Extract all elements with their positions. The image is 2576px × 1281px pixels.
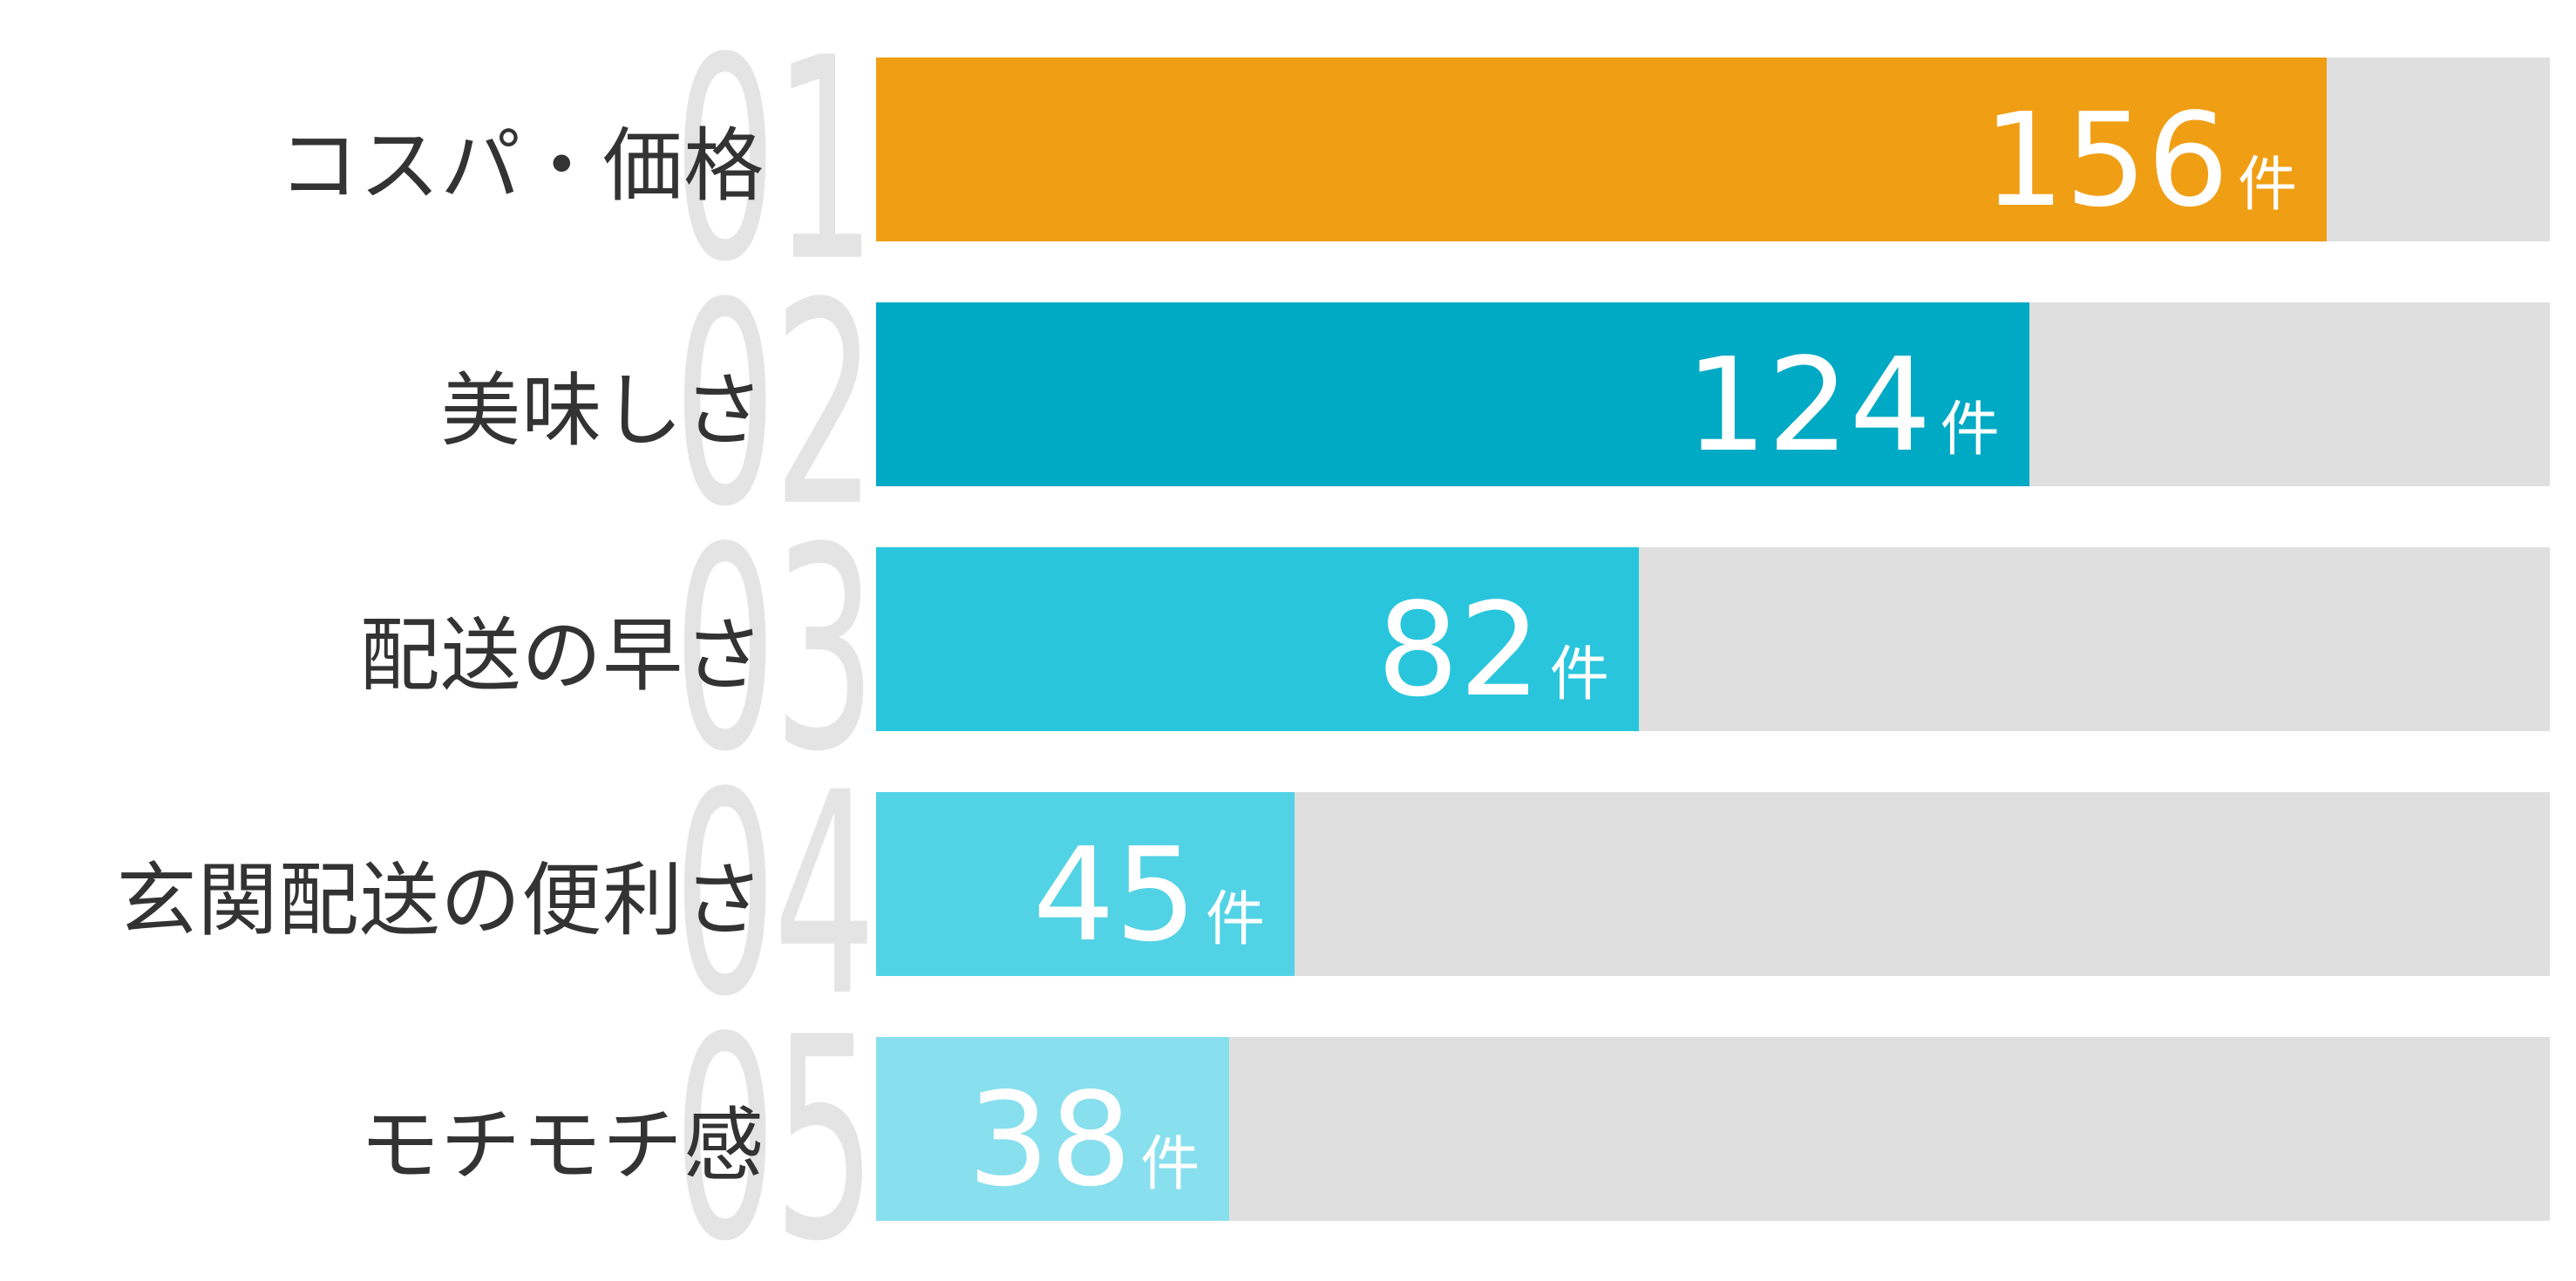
value-label: 82 (1376, 574, 1541, 725)
value-group: 38 件 (968, 1075, 1200, 1204)
rank-number: 05 (673, 978, 875, 1281)
value-group: 45 件 (1033, 830, 1265, 959)
bar: 82 件 (876, 547, 1639, 731)
value-label: 156 (1982, 85, 2230, 235)
bar-track: 45 件 (876, 792, 2550, 976)
bar-track: 124 件 (876, 302, 2550, 486)
label-area: 03 配送の早さ (0, 511, 876, 790)
value-label: 38 (967, 1064, 1132, 1215)
value-group: 82 件 (1376, 586, 1608, 715)
unit-label: 件 (1205, 884, 1265, 954)
rank-number: 03 (673, 488, 875, 813)
category-label: 配送の早さ (359, 608, 765, 702)
value-label: 124 (1685, 329, 1932, 480)
bar: 45 件 (876, 792, 1295, 976)
bar-row: 02 美味しさ 124 件 (0, 266, 2550, 545)
bar-track: 156 件 (876, 58, 2550, 241)
label-area: 05 モチモチ感 (0, 1000, 876, 1279)
unit-label: 件 (2238, 150, 2298, 220)
unit-label: 件 (1940, 395, 2000, 464)
bar-row: 05 モチモチ感 38 件 (0, 1000, 2550, 1279)
bar: 38 件 (876, 1037, 1230, 1221)
rank-number: 01 (673, 0, 875, 323)
category-label: 美味しさ (440, 363, 765, 458)
label-area: 02 美味しさ (0, 266, 876, 545)
label-area: 04 玄関配送の便利さ (0, 756, 876, 1034)
value-group: 156 件 (1983, 96, 2298, 225)
value-label: 45 (1032, 819, 1197, 970)
bar: 124 件 (876, 302, 2029, 486)
bar: 156 件 (876, 58, 2328, 241)
bar-track: 38 件 (876, 1037, 2550, 1221)
bar-row: 04 玄関配送の便利さ 45 件 (0, 756, 2550, 1034)
category-label: 玄関配送の便利さ (116, 853, 765, 947)
bar-row: 03 配送の早さ 82 件 (0, 511, 2550, 790)
bar-track: 82 件 (876, 547, 2550, 731)
bar-row: 01 コスパ・価格 156 件 (0, 21, 2550, 300)
unit-label: 件 (1549, 640, 1609, 709)
label-area: 01 コスパ・価格 (0, 21, 876, 300)
rank-number: 02 (673, 243, 875, 568)
category-label: モチモチ感 (359, 1098, 765, 1192)
rank-number: 04 (673, 733, 875, 1058)
value-group: 124 件 (1685, 341, 2000, 470)
unit-label: 件 (1140, 1129, 1200, 1199)
category-label: コスパ・価格 (278, 119, 765, 213)
